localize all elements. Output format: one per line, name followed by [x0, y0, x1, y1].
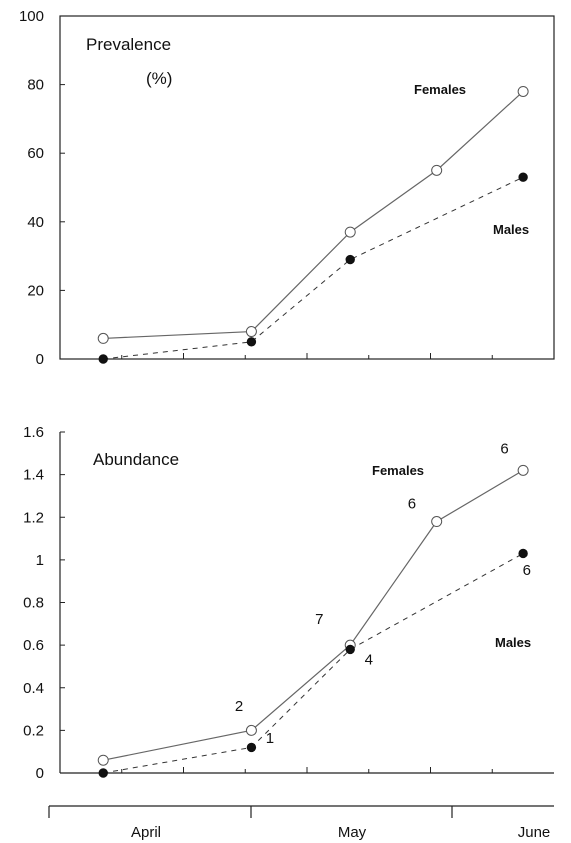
- prevalence-legend-females: Females: [414, 82, 466, 97]
- prevalence-markers: [97, 85, 529, 364]
- abundance-y-tick-label: 0.4: [23, 680, 44, 697]
- prevalence-females-point: [517, 85, 529, 97]
- abundance-males-line: [103, 553, 524, 774]
- abundance-y-tick-label: 1.6: [23, 424, 44, 441]
- abundance-y-tick-label: 1: [36, 552, 44, 569]
- prevalence-y-tick-label: 60: [27, 145, 44, 162]
- prevalence-females-point: [431, 164, 443, 176]
- month-axis-labels: April May June: [131, 824, 550, 841]
- abundance-y-tick-label: 0.8: [23, 595, 44, 612]
- month-label: June: [518, 824, 551, 841]
- prevalence-males-point: [246, 337, 257, 347]
- abundance-x-minor-ticks: [121, 767, 493, 773]
- abundance-legend-males: Males: [495, 635, 531, 650]
- prevalence-females-point: [245, 326, 257, 338]
- abundance-title: Abundance: [93, 450, 179, 469]
- prevalence-males-point: [345, 254, 355, 265]
- abundance-markers: [97, 464, 529, 778]
- prevalence-females-point: [344, 226, 356, 238]
- prevalence-y-tick-label: 20: [27, 282, 44, 299]
- abundance-annotations: 2 1 7 4 6 6 6: [235, 440, 531, 747]
- prevalence-title: Prevalence: [86, 35, 171, 54]
- month-axis: April May June: [48, 805, 554, 841]
- prevalence-legend-males: Males: [493, 222, 529, 237]
- prevalence-females-line: [103, 91, 524, 340]
- abundance-sample-size-label: 4: [365, 651, 373, 668]
- abundance-y-axis: 0 0.2 0.4 0.6 0.8 1 1.2 1.4 1.6: [23, 424, 65, 782]
- abundance-sample-size-label: 6: [500, 440, 508, 457]
- abundance-females-point: [245, 724, 257, 736]
- prevalence-y-tick-label: 80: [27, 77, 44, 94]
- prevalence-lines: [103, 91, 524, 360]
- prevalence-unit: (%): [146, 69, 172, 88]
- abundance-lines: [103, 469, 524, 774]
- abundance-y-tick-label: 1.4: [23, 467, 44, 484]
- abundance-males-point: [98, 768, 108, 778]
- prevalence-y-tick-label: 40: [27, 214, 44, 231]
- abundance-males-point: [246, 742, 257, 753]
- prevalence-y-axis: 0 20 40 60 80 100: [19, 8, 65, 368]
- abundance-females-point: [517, 464, 529, 476]
- abundance-sample-size-label: 7: [315, 611, 323, 628]
- month-label: May: [338, 824, 367, 841]
- prevalence-males-point: [98, 354, 108, 364]
- prevalence-panel: 0 20 40 60 80 100 Prevalence (%) Females Male…: [19, 8, 555, 368]
- prevalence-frame: [59, 15, 555, 360]
- abundance-panel: 0 0.2 0.4 0.6 0.8 1 1.2 1.4 1.6 2 1 7 4 6 6 6 Abundanc…: [23, 424, 554, 782]
- abundance-sample-size-label: 1: [266, 730, 274, 747]
- abundance-males-point: [518, 548, 528, 559]
- abundance-females-point: [97, 754, 109, 766]
- month-label: April: [131, 824, 161, 841]
- abundance-females-point: [431, 516, 443, 528]
- abundance-y-tick-label: 1.2: [23, 509, 44, 526]
- abundance-y-tick-label: 0: [36, 765, 44, 782]
- prevalence-y-tick-label: 0: [36, 351, 44, 368]
- abundance-legend-females: Females: [372, 463, 424, 478]
- prevalence-y-tick-label: 100: [19, 8, 44, 25]
- prevalence-x-minor-ticks: [121, 353, 493, 359]
- prevalence-males-line: [103, 176, 524, 360]
- abundance-y-tick-label: 0.6: [23, 637, 44, 654]
- month-axis-ticks: [48, 806, 453, 818]
- abundance-y-tick-label: 0.2: [23, 722, 44, 739]
- prevalence-males-point: [518, 172, 528, 182]
- abundance-sample-size-label: 6: [408, 496, 416, 513]
- abundance-sample-size-label: 6: [523, 562, 531, 579]
- abundance-females-line: [103, 469, 524, 761]
- abundance-sample-size-label: 2: [235, 698, 243, 715]
- abundance-males-point: [345, 644, 355, 655]
- prevalence-females-point: [97, 332, 109, 344]
